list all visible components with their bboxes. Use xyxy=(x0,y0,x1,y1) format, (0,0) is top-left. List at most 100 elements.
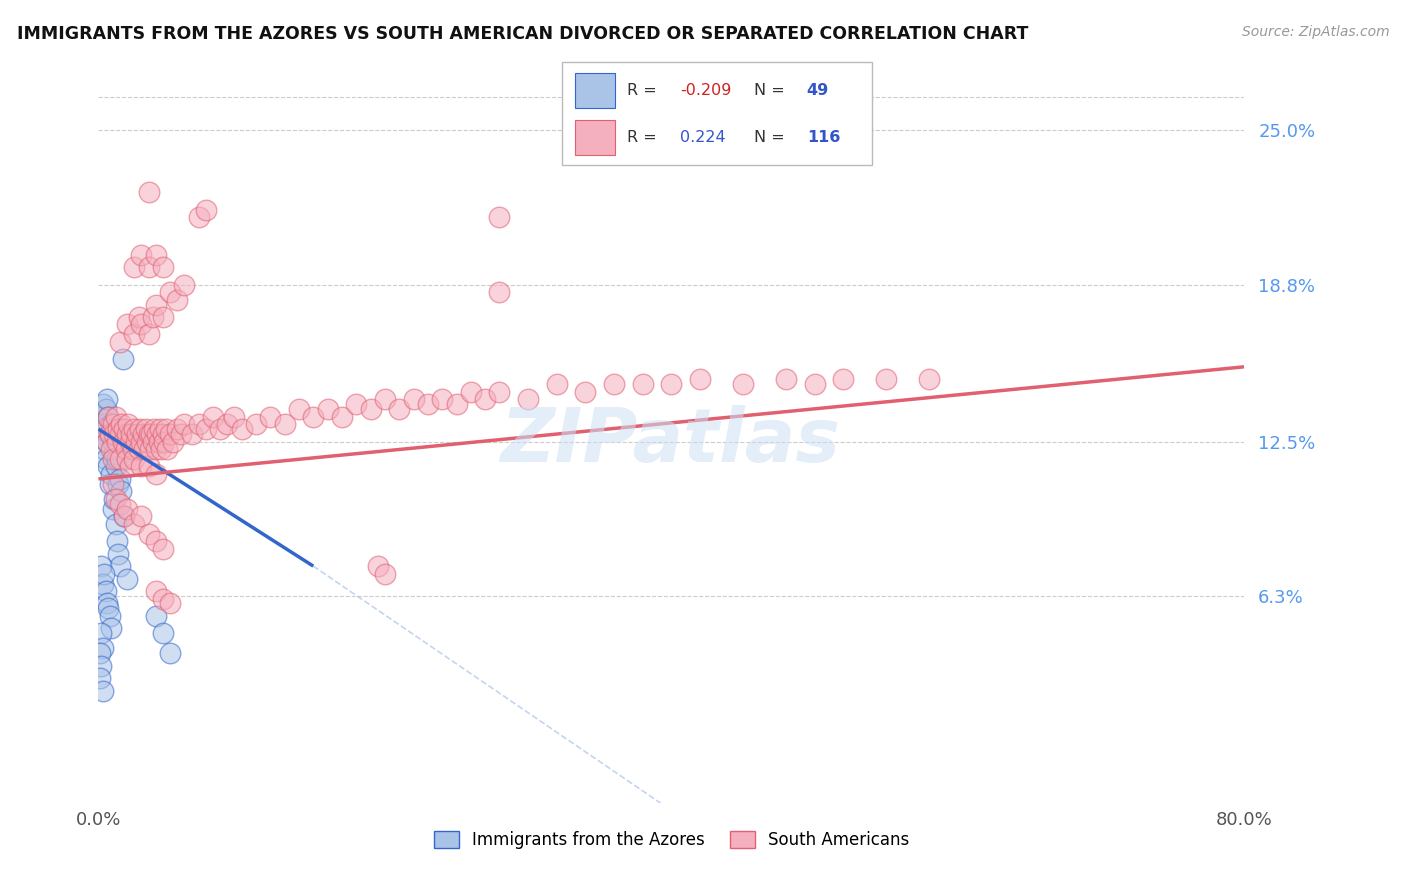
Point xyxy=(118,459,141,474)
Point xyxy=(145,442,167,456)
Point xyxy=(224,409,246,424)
Point xyxy=(93,442,115,456)
Point xyxy=(104,491,127,506)
Text: N =: N = xyxy=(754,130,785,145)
Bar xyxy=(575,120,614,155)
Point xyxy=(138,260,160,274)
Point xyxy=(138,459,160,474)
Text: 49: 49 xyxy=(807,83,830,97)
Point xyxy=(122,260,145,274)
Point xyxy=(217,417,239,431)
Point xyxy=(136,434,159,449)
Point xyxy=(105,534,128,549)
Point xyxy=(661,377,683,392)
Text: 0.224: 0.224 xyxy=(681,130,725,145)
Point xyxy=(142,310,165,324)
Point xyxy=(145,584,167,599)
Point xyxy=(103,447,125,461)
Point xyxy=(152,260,174,274)
Point xyxy=(112,422,135,436)
Point xyxy=(153,434,176,449)
Point xyxy=(143,422,166,436)
Point xyxy=(775,372,797,386)
Point xyxy=(89,422,111,436)
Point xyxy=(159,597,181,611)
Point xyxy=(918,372,941,386)
Point xyxy=(148,434,170,449)
Point xyxy=(145,248,167,262)
Bar xyxy=(575,73,614,108)
Point xyxy=(108,497,131,511)
Point xyxy=(402,392,425,407)
Point xyxy=(131,459,153,474)
Point xyxy=(108,559,131,574)
Point xyxy=(94,452,117,467)
Point xyxy=(832,372,855,386)
Point xyxy=(91,641,114,656)
Point xyxy=(131,509,153,524)
Point xyxy=(96,392,118,407)
Point xyxy=(145,534,167,549)
Point xyxy=(159,427,181,442)
Point xyxy=(98,476,121,491)
Point xyxy=(101,501,124,516)
Point xyxy=(104,459,127,474)
Point xyxy=(103,427,125,442)
Point xyxy=(111,434,134,449)
Point xyxy=(93,566,115,581)
Point xyxy=(488,384,510,399)
Point xyxy=(142,434,165,449)
Point xyxy=(141,427,163,442)
Point xyxy=(94,422,117,436)
Text: ZIPatlas: ZIPatlas xyxy=(502,405,841,478)
Point xyxy=(150,442,173,456)
Point xyxy=(105,452,128,467)
Point xyxy=(159,646,181,660)
Point xyxy=(93,417,115,431)
Point xyxy=(108,427,131,442)
Point xyxy=(430,392,453,407)
Point xyxy=(360,402,382,417)
Point xyxy=(173,417,195,431)
Point xyxy=(731,377,754,392)
Point xyxy=(110,484,132,499)
Point xyxy=(631,377,654,392)
Point xyxy=(152,427,174,442)
Point xyxy=(138,427,160,442)
Point xyxy=(131,434,153,449)
Point xyxy=(121,442,143,456)
Point xyxy=(90,626,112,640)
Point xyxy=(152,591,174,606)
Point xyxy=(107,547,129,561)
Point xyxy=(162,434,184,449)
Point xyxy=(90,409,112,424)
Point xyxy=(875,372,897,386)
Point xyxy=(145,467,167,481)
Point xyxy=(145,609,167,624)
Point xyxy=(118,434,141,449)
Point xyxy=(173,277,195,292)
Point xyxy=(120,427,142,442)
Point xyxy=(96,597,118,611)
Point xyxy=(91,397,114,411)
Point xyxy=(546,377,568,392)
Point xyxy=(97,601,120,615)
Text: -0.209: -0.209 xyxy=(681,83,731,97)
Point xyxy=(115,572,138,586)
Point xyxy=(115,501,138,516)
Point xyxy=(103,491,125,506)
Point xyxy=(89,646,111,660)
Point xyxy=(91,427,114,442)
Point xyxy=(416,397,439,411)
Point xyxy=(104,409,127,424)
Point xyxy=(122,452,145,467)
Point xyxy=(122,422,145,436)
Point xyxy=(574,384,596,399)
Point xyxy=(460,384,482,399)
Point xyxy=(388,402,411,417)
Point xyxy=(145,297,167,311)
Point xyxy=(100,467,122,481)
Point xyxy=(114,442,136,456)
Point xyxy=(122,327,145,342)
Point xyxy=(115,452,138,467)
